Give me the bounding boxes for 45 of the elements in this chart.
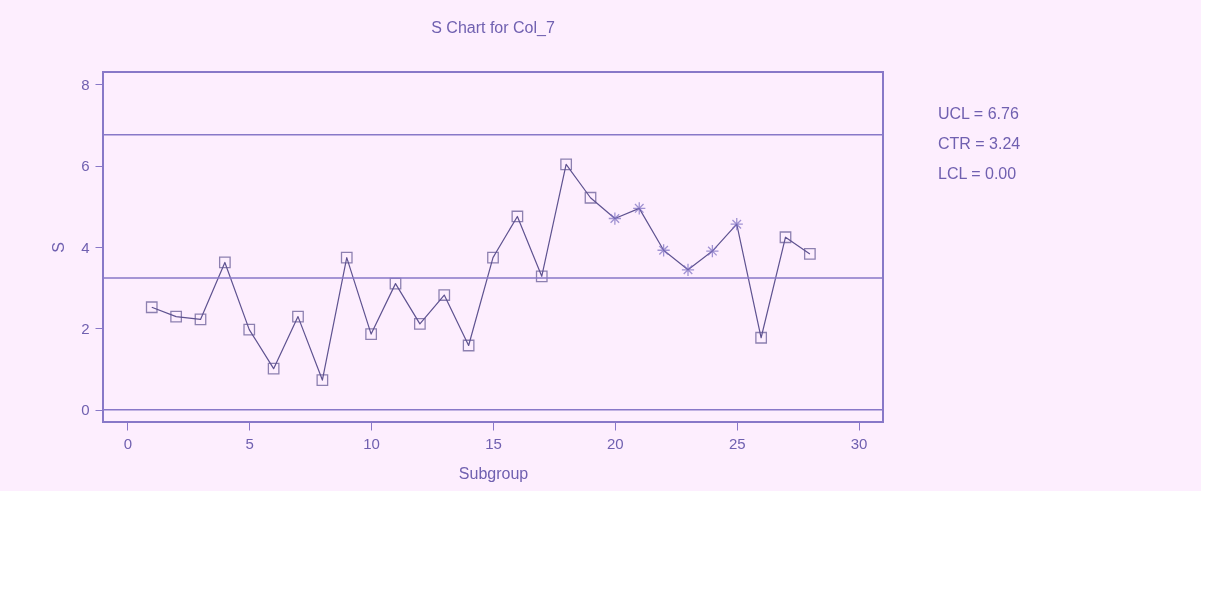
y-tick-label: 2 [81,319,90,337]
point [145,301,158,314]
point [462,339,475,352]
point [316,374,329,386]
y-tick-label: 4 [81,238,90,256]
y-axis-title: S [50,242,68,253]
point [729,217,744,231]
point [438,289,451,301]
x-tick-label: 20 [607,434,624,452]
x-tick-label: 15 [485,434,502,452]
ref-line-label: LCL = 0.00 [938,165,1017,182]
point [340,251,353,264]
point [292,310,304,323]
point [705,244,720,258]
x-tick-label: 5 [245,434,254,452]
point [803,248,816,260]
point [535,270,548,283]
point [487,251,499,264]
ref-line-label: CTR = 3.24 [938,135,1021,152]
y-tick-label: 8 [81,75,90,93]
y-tick-label: 0 [81,401,90,419]
x-tick-label: 30 [850,434,868,452]
x-axis-title: Subgroup [458,464,529,482]
x-tick-label: 0 [123,434,133,452]
point [194,313,207,326]
point [632,201,647,216]
point [218,256,231,269]
point [755,331,768,344]
point [560,158,573,171]
x-tick-label: 10 [363,434,380,452]
point [243,323,256,336]
point [413,318,426,330]
point [779,231,792,244]
chart-title: S Chart for Col_7 [431,19,555,37]
y-tick-label: 6 [81,157,90,175]
ref-line-label: UCL = 6.76 [938,105,1019,122]
point [656,243,671,258]
point [365,328,378,340]
point [511,210,524,223]
point [681,263,695,277]
point [584,191,597,204]
point [608,211,622,226]
point [267,362,280,375]
x-tick-label: 25 [728,434,746,452]
point [170,310,183,323]
